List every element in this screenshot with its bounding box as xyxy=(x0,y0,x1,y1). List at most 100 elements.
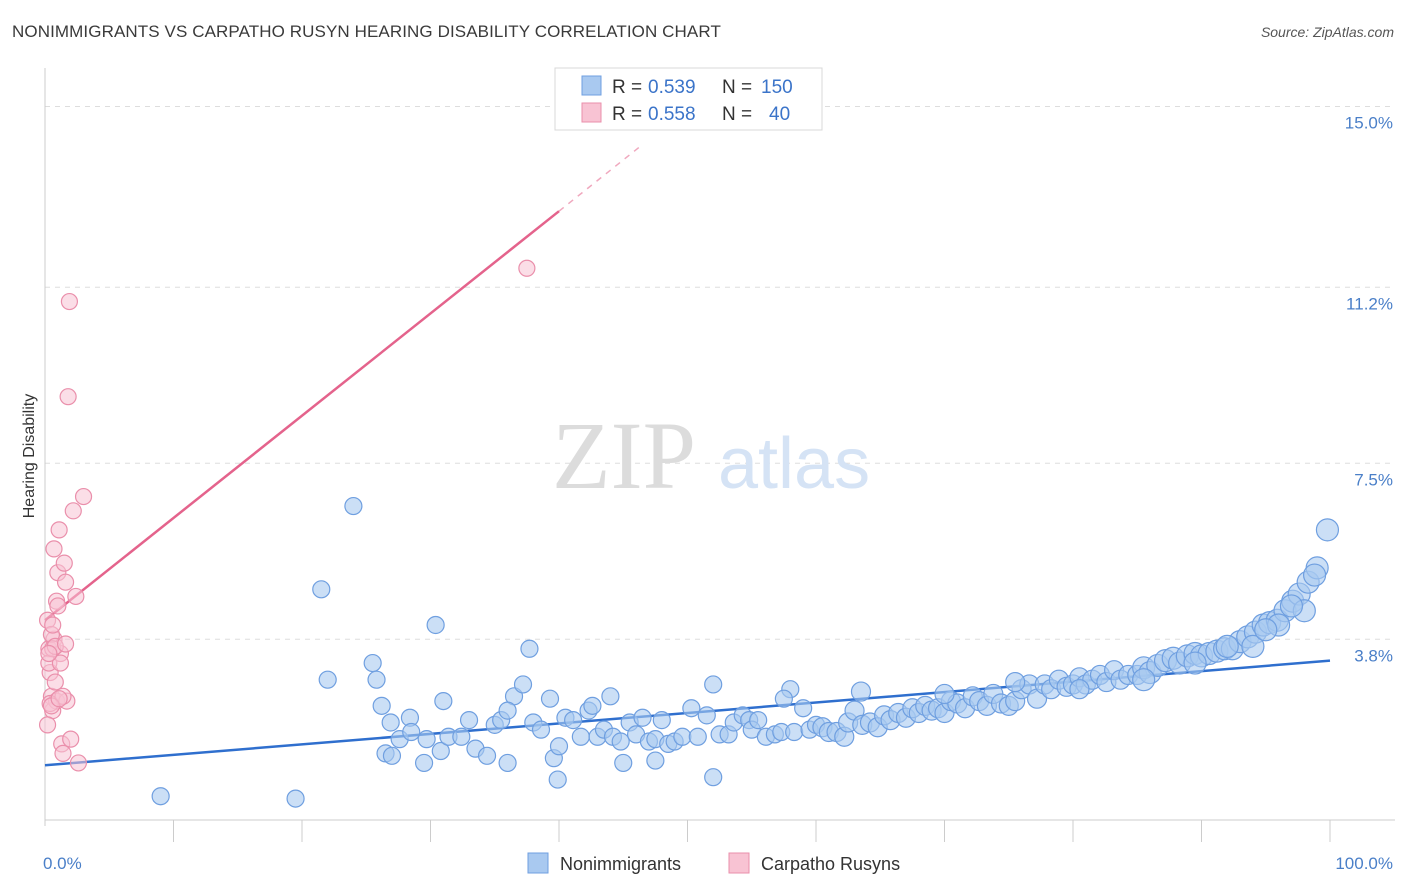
bottom-legend-swatch-blue xyxy=(527,852,549,874)
point-nonimmigrants-66 xyxy=(794,699,813,718)
point-nonimmigrants-145 xyxy=(402,722,421,742)
point-carpatho-rusyns-25 xyxy=(69,754,88,772)
y-tick-label-1: 7.5% xyxy=(1354,470,1393,489)
legend-r-label-2: R = xyxy=(612,104,642,125)
point-nonimmigrants-156 xyxy=(1241,634,1265,658)
point-nonimmigrants-1 xyxy=(286,789,305,808)
point-nonimmigrants-25 xyxy=(520,639,539,658)
point-nonimmigrants-27 xyxy=(531,720,551,739)
point-nonimmigrants-43 xyxy=(633,708,652,727)
legend-r-label-1: R = xyxy=(612,77,642,98)
point-nonimmigrants-17 xyxy=(452,727,471,746)
legend-r-value-1: 0.539 xyxy=(648,77,696,98)
point-carpatho-rusyns-9 xyxy=(50,521,68,539)
point-carpatho-rusyns-23 xyxy=(64,502,82,520)
point-nonimmigrants-51 xyxy=(688,727,707,746)
point-carpatho-rusyns-6 xyxy=(46,673,64,691)
point-nonimmigrants-13 xyxy=(417,730,436,749)
point-nonimmigrants-150 xyxy=(934,683,955,705)
trend-line-carpatho-rusyns-extension xyxy=(558,144,643,212)
watermark: ZIP atlas xyxy=(552,402,870,509)
bottom-legend-swatch-pink xyxy=(728,852,750,874)
bottom-legend-label-carpatho-rusyns: Carpatho Rusyns xyxy=(761,854,900,874)
point-nonimmigrants-141 xyxy=(549,737,569,756)
point-nonimmigrants-40 xyxy=(614,753,633,773)
legend-r-value-2: 0.558 xyxy=(648,104,696,125)
point-nonimmigrants-146 xyxy=(382,746,402,765)
point-carpatho-rusyns-35 xyxy=(40,644,58,663)
point-nonimmigrants-2 xyxy=(312,580,331,599)
point-carpatho-rusyns-20 xyxy=(59,388,77,406)
point-nonimmigrants-30 xyxy=(548,770,567,789)
point-nonimmigrants-154 xyxy=(1183,651,1207,675)
point-carpatho-rusyns-18 xyxy=(56,573,75,591)
point-nonimmigrants-65 xyxy=(785,722,804,742)
point-nonimmigrants-153 xyxy=(1132,668,1156,692)
point-carpatho-rusyns-12 xyxy=(44,616,62,634)
point-nonimmigrants-144 xyxy=(434,691,453,711)
point-nonimmigrants-32 xyxy=(564,711,583,730)
point-nonimmigrants-49 xyxy=(673,727,692,746)
point-nonimmigrants-5 xyxy=(363,653,382,673)
point-nonimmigrants-149 xyxy=(850,681,872,702)
point-nonimmigrants-46 xyxy=(652,711,671,730)
x-tick-label-1: 100.0% xyxy=(1335,854,1393,873)
point-nonimmigrants-3 xyxy=(318,670,337,689)
point-nonimmigrants-24 xyxy=(513,675,533,694)
point-nonimmigrants-12 xyxy=(414,753,434,773)
point-nonimmigrants-9 xyxy=(381,713,400,732)
correlation-legend: R = 0.539 N = 150 R = 0.558 N = 40 xyxy=(554,67,823,131)
point-nonimmigrants-160 xyxy=(1302,563,1327,587)
point-nonimmigrants-15 xyxy=(431,741,450,761)
point-nonimmigrants-53 xyxy=(704,675,723,694)
point-nonimmigrants-19 xyxy=(477,746,497,765)
point-nonimmigrants-6 xyxy=(367,670,386,689)
chart-title: NONIMMIGRANTS VS CARPATHO RUSYN HEARING … xyxy=(12,22,721,41)
point-carpatho-rusyns-32 xyxy=(51,654,70,672)
point-nonimmigrants-159 xyxy=(1315,518,1340,542)
legend-n-value-1: 150 xyxy=(761,77,793,98)
legend-swatch-blue xyxy=(581,75,602,96)
legend-n-label-1: N = xyxy=(722,77,752,98)
y-axis-label: Hearing Disability xyxy=(21,394,38,519)
point-carpatho-rusyns-34 xyxy=(56,635,75,653)
watermark-zip: ZIP xyxy=(552,402,696,509)
point-nonimmigrants-143 xyxy=(459,711,479,730)
point-nonimmigrants-147 xyxy=(601,687,620,706)
x-tick-labels: 0.0% 100.0% xyxy=(43,854,1393,873)
point-nonimmigrants-39 xyxy=(611,732,630,751)
point-nonimmigrants-139 xyxy=(704,768,723,787)
point-nonimmigrants-151 xyxy=(1005,671,1026,693)
y-tick-label-3: 15.0% xyxy=(1345,114,1393,133)
y-tick-labels: 3.8% 7.5% 11.2% 15.0% xyxy=(1345,114,1393,666)
series-legend: Nonimmigrants Carpatho Rusyns xyxy=(527,852,900,874)
point-carpatho-rusyns-21 xyxy=(60,292,79,311)
bottom-legend-label-nonimmigrants: Nonimmigrants xyxy=(560,854,681,874)
series-carpatho-rusyns xyxy=(38,259,536,772)
point-carpatho-rusyns-24 xyxy=(67,587,85,606)
point-nonimmigrants-35 xyxy=(583,696,602,715)
point-nonimmigrants-152 xyxy=(1069,679,1090,700)
series-nonimmigrants xyxy=(151,496,1340,808)
point-nonimmigrants-33 xyxy=(571,727,590,746)
axes xyxy=(44,68,1395,842)
point-nonimmigrants-140 xyxy=(646,751,665,770)
point-carpatho-rusyns-38 xyxy=(50,690,68,708)
point-carpatho-rusyns-17 xyxy=(55,554,73,572)
legend-n-label-2: N = xyxy=(722,104,752,125)
point-carpatho-rusyns-22 xyxy=(62,730,80,748)
point-nonimmigrants-60 xyxy=(749,711,768,730)
point-nonimmigrants-28 xyxy=(540,689,560,708)
point-carpatho-rusyns-37 xyxy=(45,540,63,558)
point-nonimmigrants-161 xyxy=(1279,594,1304,618)
point-carpatho-rusyns-39 xyxy=(518,259,536,277)
point-nonimmigrants-148 xyxy=(774,689,793,708)
y-tick-label-0: 3.8% xyxy=(1354,646,1393,665)
y-tick-label-2: 11.2% xyxy=(1346,294,1393,313)
point-nonimmigrants-52 xyxy=(697,706,716,725)
point-nonimmigrants-50 xyxy=(682,699,701,718)
point-nonimmigrants-0 xyxy=(151,787,170,806)
grid-lines xyxy=(45,106,1395,640)
legend-swatch-pink xyxy=(581,102,602,123)
